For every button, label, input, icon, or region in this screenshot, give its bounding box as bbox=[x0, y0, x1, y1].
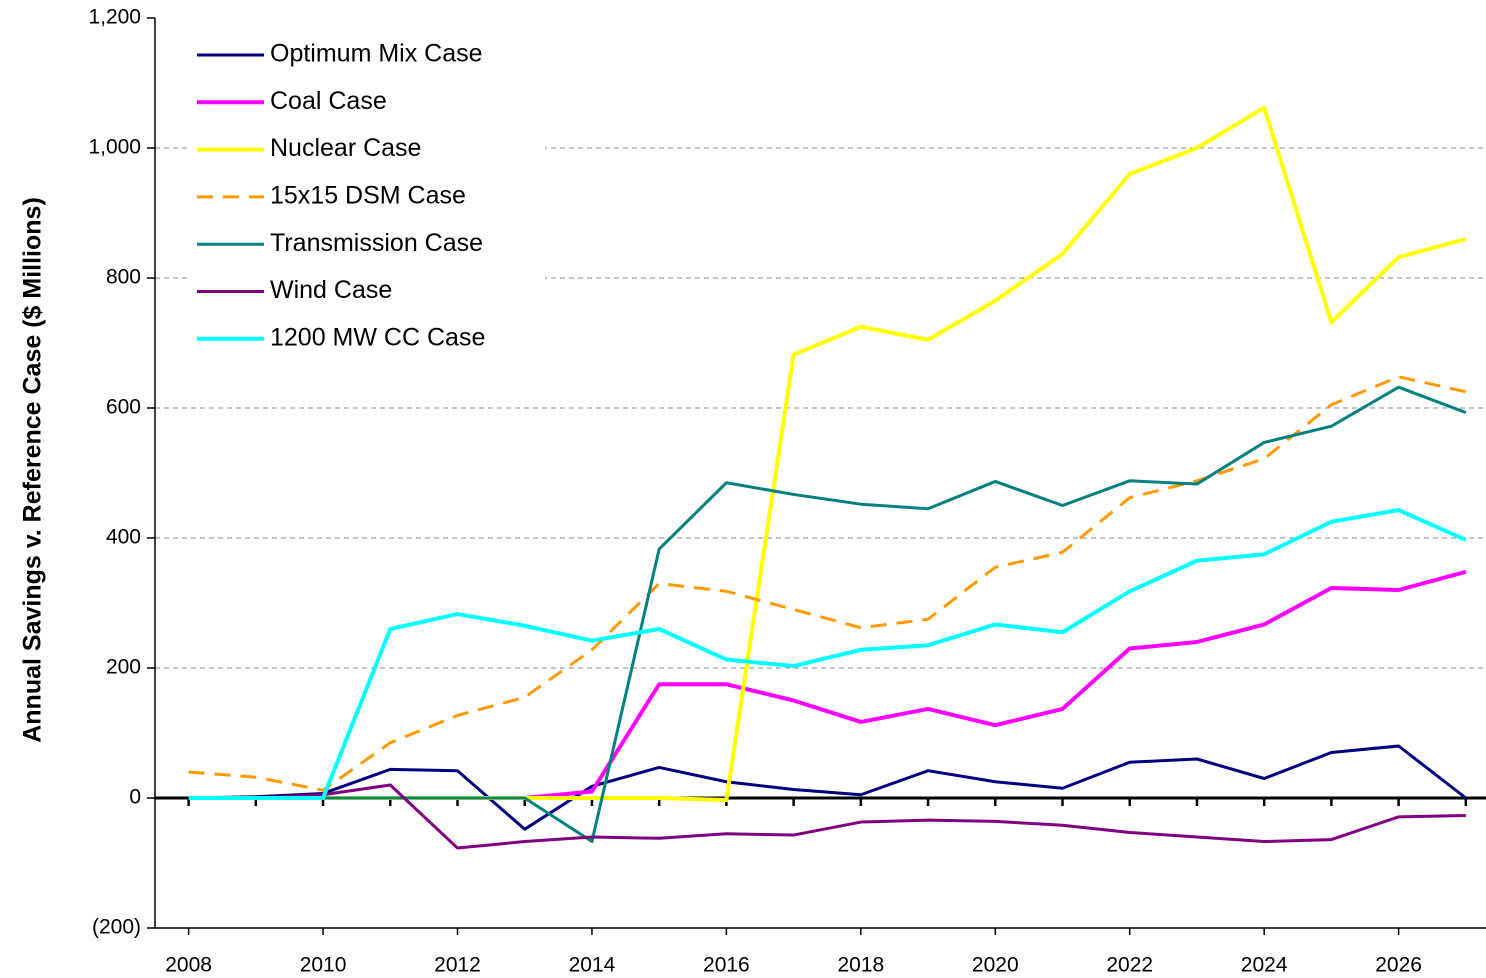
y-tick-label: 600 bbox=[106, 396, 141, 419]
legend-label: 1200 MW CC Case bbox=[270, 323, 485, 351]
x-tick-label: 2018 bbox=[837, 954, 884, 977]
legend-label: Coal Case bbox=[270, 87, 387, 115]
y-tick-label: 0 bbox=[129, 786, 141, 809]
x-tick-label: 2014 bbox=[569, 954, 616, 977]
series-line bbox=[188, 508, 1467, 800]
y-tick-label: 200 bbox=[106, 656, 141, 679]
x-tick-label: 2020 bbox=[972, 954, 1019, 977]
series-line bbox=[188, 744, 1467, 831]
y-tick-label: 800 bbox=[106, 266, 141, 289]
x-tick-label: 2012 bbox=[434, 954, 481, 977]
x-tick-label: 2016 bbox=[703, 954, 750, 977]
series-line bbox=[188, 375, 1467, 792]
legend-label: Nuclear Case bbox=[270, 134, 421, 162]
y-tick-label: 1,200 bbox=[88, 6, 141, 29]
x-tick-label: 2022 bbox=[1106, 954, 1153, 977]
x-tick-label: 2010 bbox=[300, 954, 347, 977]
series-line bbox=[188, 569, 1467, 800]
y-axis-label: Annual Savings v. Reference Case ($ Mill… bbox=[19, 197, 47, 743]
y-tick-label: (200) bbox=[92, 916, 141, 939]
legend-label: Transmission Case bbox=[270, 229, 483, 257]
x-tick-label: 2024 bbox=[1241, 954, 1288, 977]
legend-label: Wind Case bbox=[270, 276, 392, 304]
series-line bbox=[188, 783, 1466, 850]
x-tick-label: 2008 bbox=[165, 954, 212, 977]
x-tick-label: 2026 bbox=[1375, 954, 1422, 977]
series-line bbox=[188, 385, 1467, 844]
y-tick-label: 1,000 bbox=[88, 136, 141, 159]
legend-label: Optimum Mix Case bbox=[270, 40, 483, 68]
y-tick-label: 400 bbox=[106, 526, 141, 549]
legend-label: 15x15 DSM Case bbox=[270, 182, 466, 210]
